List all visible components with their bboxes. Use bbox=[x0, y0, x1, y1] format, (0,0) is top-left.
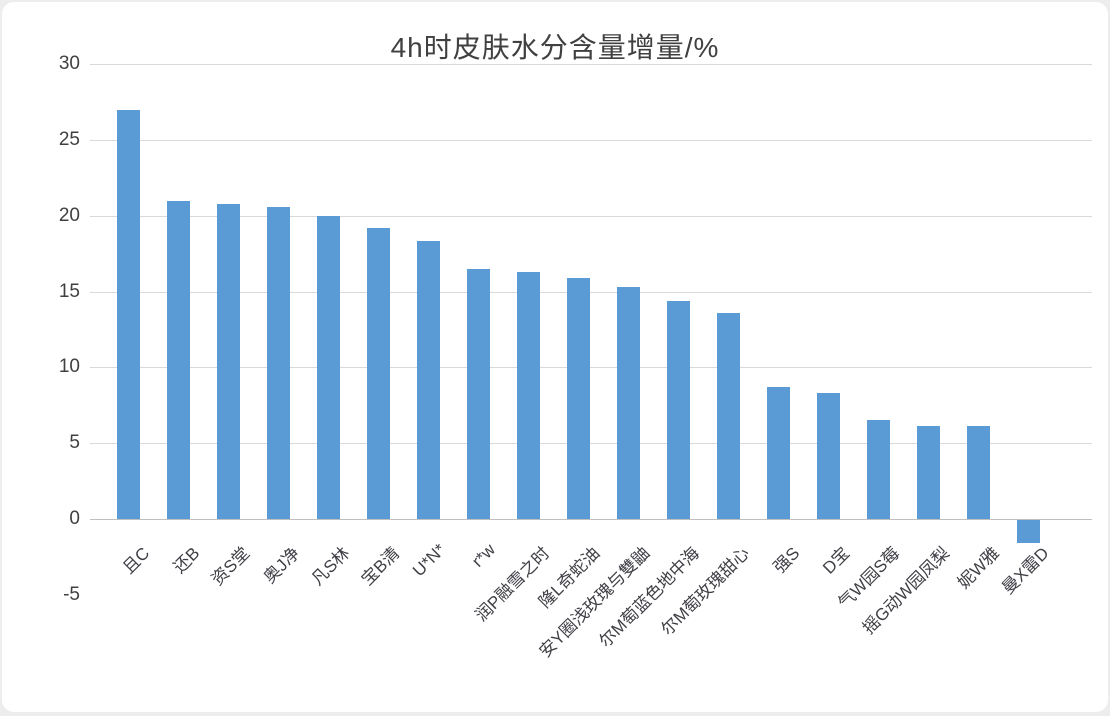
bar bbox=[816, 393, 840, 519]
bar bbox=[566, 277, 590, 519]
x-category-label-text: 且C bbox=[118, 543, 153, 578]
gridline bbox=[90, 139, 1092, 141]
x-category-label-text: r*w bbox=[468, 540, 500, 571]
bar bbox=[166, 200, 190, 519]
gridline bbox=[90, 443, 1092, 445]
x-category-label-text: 凡S林 bbox=[307, 543, 353, 590]
x-category-label-text: D宝 bbox=[818, 543, 853, 578]
bar bbox=[1016, 520, 1040, 543]
x-category-label-text: 强S bbox=[769, 543, 803, 578]
gridline bbox=[90, 367, 1092, 369]
y-tick-label: 20 bbox=[58, 204, 80, 226]
gridline bbox=[90, 215, 1092, 217]
gridline bbox=[90, 291, 1092, 293]
bar bbox=[266, 206, 290, 519]
bar bbox=[216, 203, 240, 519]
gridline bbox=[90, 64, 1092, 65]
bar bbox=[616, 286, 640, 519]
x-axis-line bbox=[90, 519, 1092, 520]
x-category-label-text: 宝B清 bbox=[357, 543, 403, 590]
bar bbox=[516, 271, 540, 519]
y-tick-label: 0 bbox=[69, 508, 80, 529]
x-category-label-text: 资S堂 bbox=[207, 543, 253, 590]
y-tick-label: 5 bbox=[69, 432, 80, 454]
x-category-label-text: 曼X雷D bbox=[998, 543, 1053, 598]
bar bbox=[916, 426, 940, 519]
x-category-label-text: 还B bbox=[169, 543, 203, 578]
y-tick-label: 25 bbox=[58, 128, 80, 150]
y-tick-label: 30 bbox=[58, 53, 80, 74]
bar bbox=[966, 426, 990, 519]
bar bbox=[866, 420, 890, 519]
x-category-label-text: 妮W雅 bbox=[954, 543, 1003, 593]
bar bbox=[466, 268, 490, 519]
bar bbox=[416, 241, 440, 519]
bar bbox=[716, 312, 740, 519]
y-tick-label: -5 bbox=[63, 583, 80, 605]
bar bbox=[366, 227, 390, 519]
x-category-label-text: 奥J净 bbox=[259, 543, 303, 588]
x-category-label-text: U*N* bbox=[409, 540, 450, 581]
bar bbox=[316, 215, 340, 519]
chart-title: 4h时皮肤水分含量增量/% bbox=[390, 32, 720, 63]
y-tick-label: 10 bbox=[58, 356, 80, 378]
bar bbox=[116, 109, 140, 519]
y-tick-label: 15 bbox=[58, 280, 80, 302]
bar bbox=[766, 387, 790, 519]
bar bbox=[666, 300, 690, 519]
